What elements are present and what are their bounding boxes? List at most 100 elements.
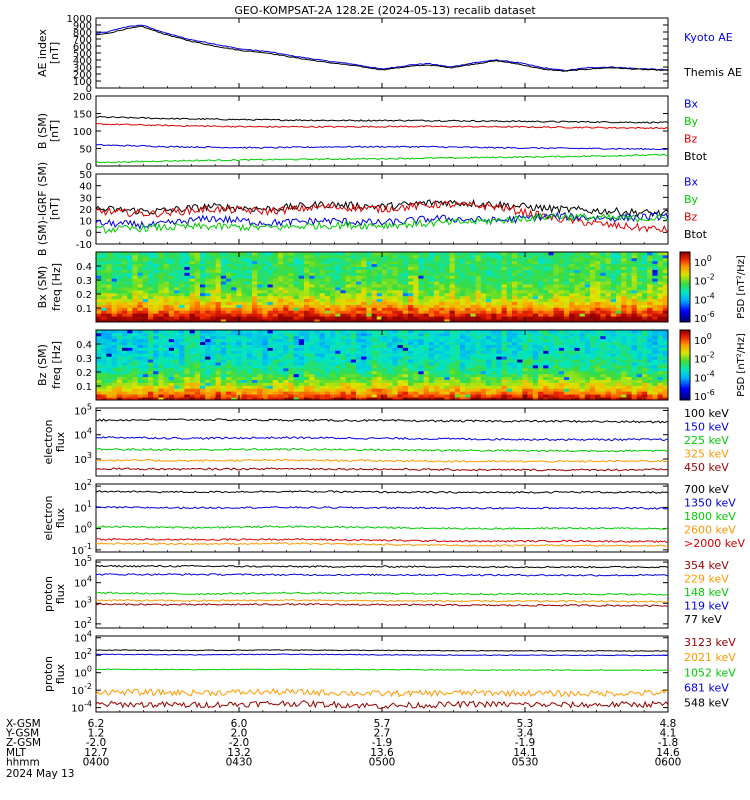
heatmap-cell <box>189 292 196 297</box>
heatmap-cell <box>179 298 185 302</box>
colorbar-step <box>680 288 690 291</box>
heatmap-cell <box>449 341 456 345</box>
heatmap-cell <box>111 284 118 288</box>
heatmap-cell <box>293 362 300 366</box>
heatmap-cell <box>127 266 133 270</box>
heatmap-cell <box>652 257 658 262</box>
heatmap-cell <box>127 254 133 259</box>
heatmap-cell <box>538 344 544 348</box>
heatmap-cell <box>506 301 513 305</box>
heatmap-cell <box>283 332 289 337</box>
heatmap-cell <box>382 281 388 285</box>
heatmap-cell <box>319 347 326 351</box>
heatmap-cell <box>252 319 258 323</box>
heatmap-cell <box>283 350 289 354</box>
heatmap-cell <box>480 362 487 366</box>
heatmap-cell <box>345 341 352 345</box>
heatmap-cell <box>298 388 305 392</box>
heatmap-cell <box>158 272 164 276</box>
heatmap-cell <box>480 365 487 369</box>
heatmap-cell <box>506 332 513 337</box>
heatmap-cell <box>465 284 471 288</box>
heatmap-cell <box>241 335 248 340</box>
heatmap-cell <box>496 344 502 348</box>
heatmap-cell <box>454 304 461 308</box>
heatmap-cell <box>137 359 144 363</box>
heatmap-cell <box>538 385 544 389</box>
heatmap-cell <box>168 394 175 398</box>
heatmap-cell <box>574 304 580 308</box>
heatmap-cell <box>506 254 513 259</box>
heatmap-cell <box>371 373 378 378</box>
heatmap-cell <box>590 289 596 294</box>
heatmap-cell <box>465 353 471 357</box>
heatmap-cell <box>293 289 300 294</box>
heatmap-cell <box>200 370 206 375</box>
heatmap-cell <box>189 278 196 282</box>
heatmap-cell <box>314 287 320 291</box>
heatmap-cell <box>475 252 482 256</box>
heatmap-cell <box>543 287 549 291</box>
heatmap-cell <box>262 295 268 300</box>
panel-0-ytick-label: 500 <box>73 49 92 60</box>
heatmap-cell <box>413 370 419 375</box>
heatmap-cell <box>293 307 300 311</box>
heatmap-cell <box>496 275 502 279</box>
heatmap-cell <box>226 370 232 375</box>
heatmap-cell <box>517 316 523 320</box>
panel-2-yunit: [nT] <box>48 198 61 220</box>
heatmap-cell <box>522 382 528 386</box>
colorbar-step <box>680 271 690 274</box>
heatmap-cell <box>558 298 565 302</box>
heatmap-cell <box>418 254 424 259</box>
heatmap-cell <box>262 356 268 360</box>
heatmap-cell <box>137 292 144 297</box>
heatmap-cell <box>413 292 419 297</box>
heatmap-cell <box>304 319 310 323</box>
heatmap-cell <box>506 319 513 323</box>
heatmap-cell <box>257 367 263 372</box>
heatmap-cell <box>200 295 206 300</box>
heatmap-cell <box>241 350 248 354</box>
heatmap-cell <box>491 304 497 308</box>
heatmap-cell <box>491 272 497 276</box>
heatmap-cell <box>460 316 466 320</box>
heatmap-cell <box>142 307 149 311</box>
heatmap-cell <box>496 365 502 369</box>
heatmap-cell <box>439 362 445 366</box>
heatmap-cell <box>532 269 539 273</box>
heatmap-cell <box>564 316 570 320</box>
heatmap-cell <box>241 353 248 357</box>
heatmap-cell <box>278 254 284 259</box>
heatmap-cell <box>226 295 232 300</box>
heatmap-cell <box>288 257 294 262</box>
heatmap-cell <box>527 391 534 395</box>
heatmap-cell <box>621 292 627 297</box>
heatmap-cell <box>387 298 393 302</box>
heatmap-cell <box>174 298 180 302</box>
heatmap-cell <box>532 298 539 302</box>
heatmap-cell <box>387 350 393 354</box>
heatmap-cell <box>345 319 352 323</box>
heatmap-cell <box>335 359 341 363</box>
heatmap-cell <box>574 252 580 256</box>
heatmap-cell <box>361 379 367 383</box>
heatmap-cell <box>132 341 138 345</box>
heatmap-cell <box>163 307 170 311</box>
heatmap-cell <box>465 332 471 337</box>
heatmap-cell <box>288 284 294 288</box>
heatmap-cell <box>460 365 466 369</box>
heatmap-cell <box>122 397 128 401</box>
heatmap-cell <box>267 341 274 345</box>
heatmap-cell <box>96 332 102 337</box>
heatmap-cell <box>522 295 528 300</box>
heatmap-cell <box>413 304 419 308</box>
heatmap-cell <box>132 316 138 320</box>
heatmap-cell <box>142 332 149 337</box>
heatmap-cell <box>184 272 190 276</box>
heatmap-cell <box>304 292 310 297</box>
heatmap-cell <box>283 356 289 360</box>
heatmap-cell <box>272 394 279 398</box>
heatmap-cell <box>137 272 144 276</box>
heatmap-cell <box>527 359 534 363</box>
